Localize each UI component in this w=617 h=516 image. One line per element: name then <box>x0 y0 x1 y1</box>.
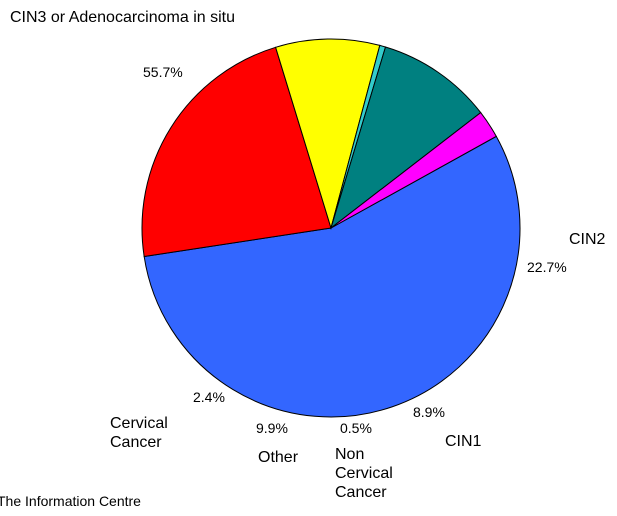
value-label: 0.5% <box>340 420 372 436</box>
pie-slice <box>330 46 482 230</box>
value-label: 9.9% <box>256 420 288 436</box>
source-note: The Information Centre <box>0 493 141 509</box>
pie-slice <box>330 111 497 229</box>
slice-label: CIN2 <box>569 231 606 248</box>
slice-label: CIN3 or Adenocarcinoma in situ <box>10 9 235 26</box>
slice-label: Non Cervical Cancer <box>335 446 393 501</box>
pie-slice <box>141 46 332 258</box>
pie-slice <box>274 38 381 230</box>
pie-slice <box>143 135 521 418</box>
slice-label: Other <box>258 449 299 466</box>
value-label: 22.7% <box>527 259 567 275</box>
value-label: 8.9% <box>413 404 445 420</box>
slice-label: Cervical Cancer <box>110 415 168 451</box>
slice-label: CIN1 <box>445 433 482 450</box>
value-label: 55.7% <box>143 64 183 80</box>
value-label: 2.4% <box>193 389 225 405</box>
